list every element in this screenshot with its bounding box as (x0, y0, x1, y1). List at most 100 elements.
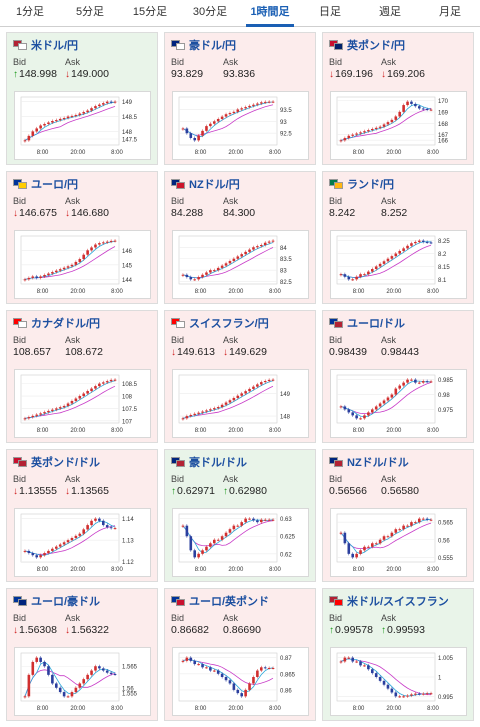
candle-body (212, 408, 216, 410)
mini-chart[interactable]: 93.5 93 92.5 8:00 20:00 8:00 (172, 91, 309, 160)
candle-body (86, 674, 89, 680)
y-tick-label: 0.63 (280, 517, 292, 523)
currency-card-nzdusd[interactable]: NZドル/ドル Bid Ask 0.56566 0.56580 0.565 0.5… (322, 449, 474, 582)
pair-name[interactable]: 米ドル/円 (31, 40, 79, 52)
candle-body (271, 379, 275, 381)
candle-body (394, 388, 398, 395)
mini-chart[interactable]: 0.63 0.625 0.62 8:00 20:00 8:00 (172, 508, 309, 577)
pair-name[interactable]: 豪ドル/ドル (189, 457, 248, 469)
ask-label: Ask (65, 57, 81, 67)
currency-card-usdjpy[interactable]: 米ドル/円 Bid Ask ↑148.998 ↓149.000 149 148.5… (6, 32, 158, 165)
candle-body (197, 277, 200, 280)
candle-body (181, 128, 185, 130)
currency-card-cadjpy[interactable]: カナダドル/円 Bid Ask 108.657 108.672 108.5 108… (6, 310, 158, 443)
currency-card-audusd[interactable]: 豪ドル/ドル Bid Ask ↑0.62971 ↑0.62980 0.63 0.6… (164, 449, 316, 582)
candle-body (54, 120, 58, 122)
ask-value: 108.672 (65, 346, 103, 358)
candle-body (74, 261, 78, 265)
tab-7[interactable]: 月足 (439, 6, 461, 18)
x-tick-label: 8:00 (111, 289, 123, 295)
currency-card-euraud[interactable]: ユーロ/豪ドル Bid Ask ↓1.56308 ↓1.56322 1.565 1… (6, 588, 158, 721)
bid-value: ↑148.998 (13, 68, 57, 80)
pair-name[interactable]: 米ドル/スイスフラン (347, 596, 449, 608)
chart-svg: 1.141.131.128:00 20:00 8:00 (20, 513, 134, 573)
pair-name[interactable]: 英ポンド/ドル (31, 457, 101, 469)
mini-chart[interactable]: 146 145 144 8:00 20:00 8:00 (14, 230, 151, 299)
candle-body (98, 243, 101, 245)
x-tick-label: 8:00 (195, 706, 207, 712)
currency-card-gbpjpy[interactable]: 英ポンド/円 Bid Ask ↓169.196 ↓169.206 170 169 1… (322, 32, 474, 165)
tab-4[interactable]: 1時間足 (240, 0, 300, 27)
pair-name[interactable]: カナダドル/円 (31, 318, 101, 330)
pair-name[interactable]: ユーロ/英ポンド (189, 596, 270, 608)
pair-name[interactable]: ユーロ/豪ドル (31, 596, 101, 608)
candle-body (351, 134, 355, 136)
pair-name[interactable]: 英ポンド/円 (347, 40, 406, 52)
mini-chart[interactable]: 149 148.5 148 147.5 8:00 20:00 8:00 (14, 91, 151, 160)
ask-arrow-icon: ↓ (223, 347, 228, 358)
pair-name[interactable]: スイスフラン/円 (189, 318, 269, 330)
x-tick-label: 8:00 (195, 150, 207, 156)
ask-label: Ask (381, 196, 397, 206)
tab-5[interactable]: 日足 (319, 6, 341, 18)
candle-body (101, 668, 105, 671)
pair-name[interactable]: NZドル/円 (189, 179, 240, 191)
pair-name[interactable]: NZドル/ドル (347, 457, 409, 469)
candle-body (181, 525, 185, 527)
mini-chart[interactable]: 8.25 8.2 8.15 8.1 8:00 20:00 8:00 (330, 230, 467, 299)
currency-card-eurjpy[interactable]: ユーロ/円 Bid Ask ↓146.675 ↓146.680 146 145 14… (6, 171, 158, 304)
candle-body (113, 240, 117, 242)
candle-body (39, 555, 42, 558)
mini-chart[interactable]: 0.87 0.865 0.86 8:00 20:00 8:00 (172, 647, 309, 716)
currency-card-audjpy[interactable]: 豪ドル/円 Bid Ask 93.829 93.836 93.5 93 92.5 8:… (164, 32, 316, 165)
tab-1[interactable]: 5分足 (75, 6, 105, 18)
currency-card-zarjpy[interactable]: ランド/円 Bid Ask 8.242 8.252 8.25 8.2 8.15 8.1… (322, 171, 474, 304)
y-tick-label: 92.5 (280, 132, 292, 138)
currency-card-eurgbp[interactable]: ユーロ/英ポンド Bid Ask 0.86682 0.86690 0.87 0.8… (164, 588, 316, 721)
candle-body (212, 670, 216, 672)
ask-label: Ask (65, 474, 81, 484)
candle-body (421, 108, 425, 110)
candle-body (378, 403, 382, 407)
currency-card-nzdjpy[interactable]: NZドル/円 Bid Ask 84.288 84.300 84 83.5 83 82.… (164, 171, 316, 304)
tab-0[interactable]: 1分足 (15, 6, 45, 18)
ma-long-line (182, 520, 274, 547)
mini-chart[interactable]: 1.14 1.13 1.12 8:00 20:00 8:00 (14, 508, 151, 577)
pair-name[interactable]: ランド/円 (347, 179, 395, 191)
mini-chart[interactable]: 149 148 8:00 20:00 8:00 (172, 369, 309, 438)
mini-chart[interactable]: 170 169 168 167 166 8:00 20:00 8:00 (330, 91, 467, 160)
candle-body (382, 536, 386, 540)
candle-body (363, 665, 366, 667)
candle-body (224, 402, 228, 405)
candle-body (43, 661, 46, 667)
currency-card-usdchf[interactable]: 米ドル/スイスフラン Bid Ask ↑0.99578 ↑0.99593 1.0… (322, 588, 474, 721)
candle-body (355, 553, 358, 558)
pair-name[interactable]: 豪ドル/円 (189, 40, 237, 52)
currency-card-eurusd[interactable]: ユーロ/ドル Bid Ask 0.98439 0.98443 0.985 0.98… (322, 310, 474, 443)
candle-body (367, 130, 370, 132)
pair-name[interactable]: ユーロ/円 (31, 179, 79, 191)
mini-chart[interactable]: 108.5 108 107.5 107 8:00 20:00 8:00 (14, 369, 151, 438)
mini-chart[interactable]: 0.985 0.98 0.975 8:00 20:00 8:00 (330, 369, 467, 438)
bid-value: 0.56566 (329, 485, 367, 497)
mini-chart[interactable]: 1.565 1.56 1.555 8:00 20:00 8:00 (14, 647, 151, 716)
x-tick-label: 20:00 (228, 706, 244, 712)
candle-body (339, 661, 343, 663)
currency-card-chfjpy[interactable]: スイスフラン/円 Bid Ask ↓149.613 ↓149.629 149 14… (164, 310, 316, 443)
x-tick-label: 8:00 (269, 428, 281, 434)
mini-chart[interactable]: 0.565 0.56 0.555 8:00 20:00 8:00 (330, 508, 467, 577)
pair-name[interactable]: ユーロ/ドル (347, 318, 406, 330)
candle-body (113, 379, 117, 381)
tab-6[interactable]: 週足 (379, 6, 401, 18)
card-header: 豪ドル/ドル (171, 455, 247, 469)
candle-body (74, 398, 78, 401)
tab-3[interactable]: 30分足 (192, 6, 228, 18)
y-tick-label: 107.5 (122, 407, 138, 413)
mini-chart[interactable]: 1.005 1 0.995 8:00 20:00 8:00 (330, 647, 467, 716)
y-tick-label: 8.15 (438, 265, 450, 271)
currency-card-gbpusd[interactable]: 英ポンド/ドル Bid Ask ↓1.13555 ↓1.13565 1.14 1.… (6, 449, 158, 582)
mini-chart[interactable]: 84 83.5 83 82.5 8:00 20:00 8:00 (172, 230, 309, 299)
tab-2[interactable]: 15分足 (132, 6, 168, 18)
candle-body (205, 410, 208, 412)
y-tick-label: 8.1 (438, 278, 447, 284)
